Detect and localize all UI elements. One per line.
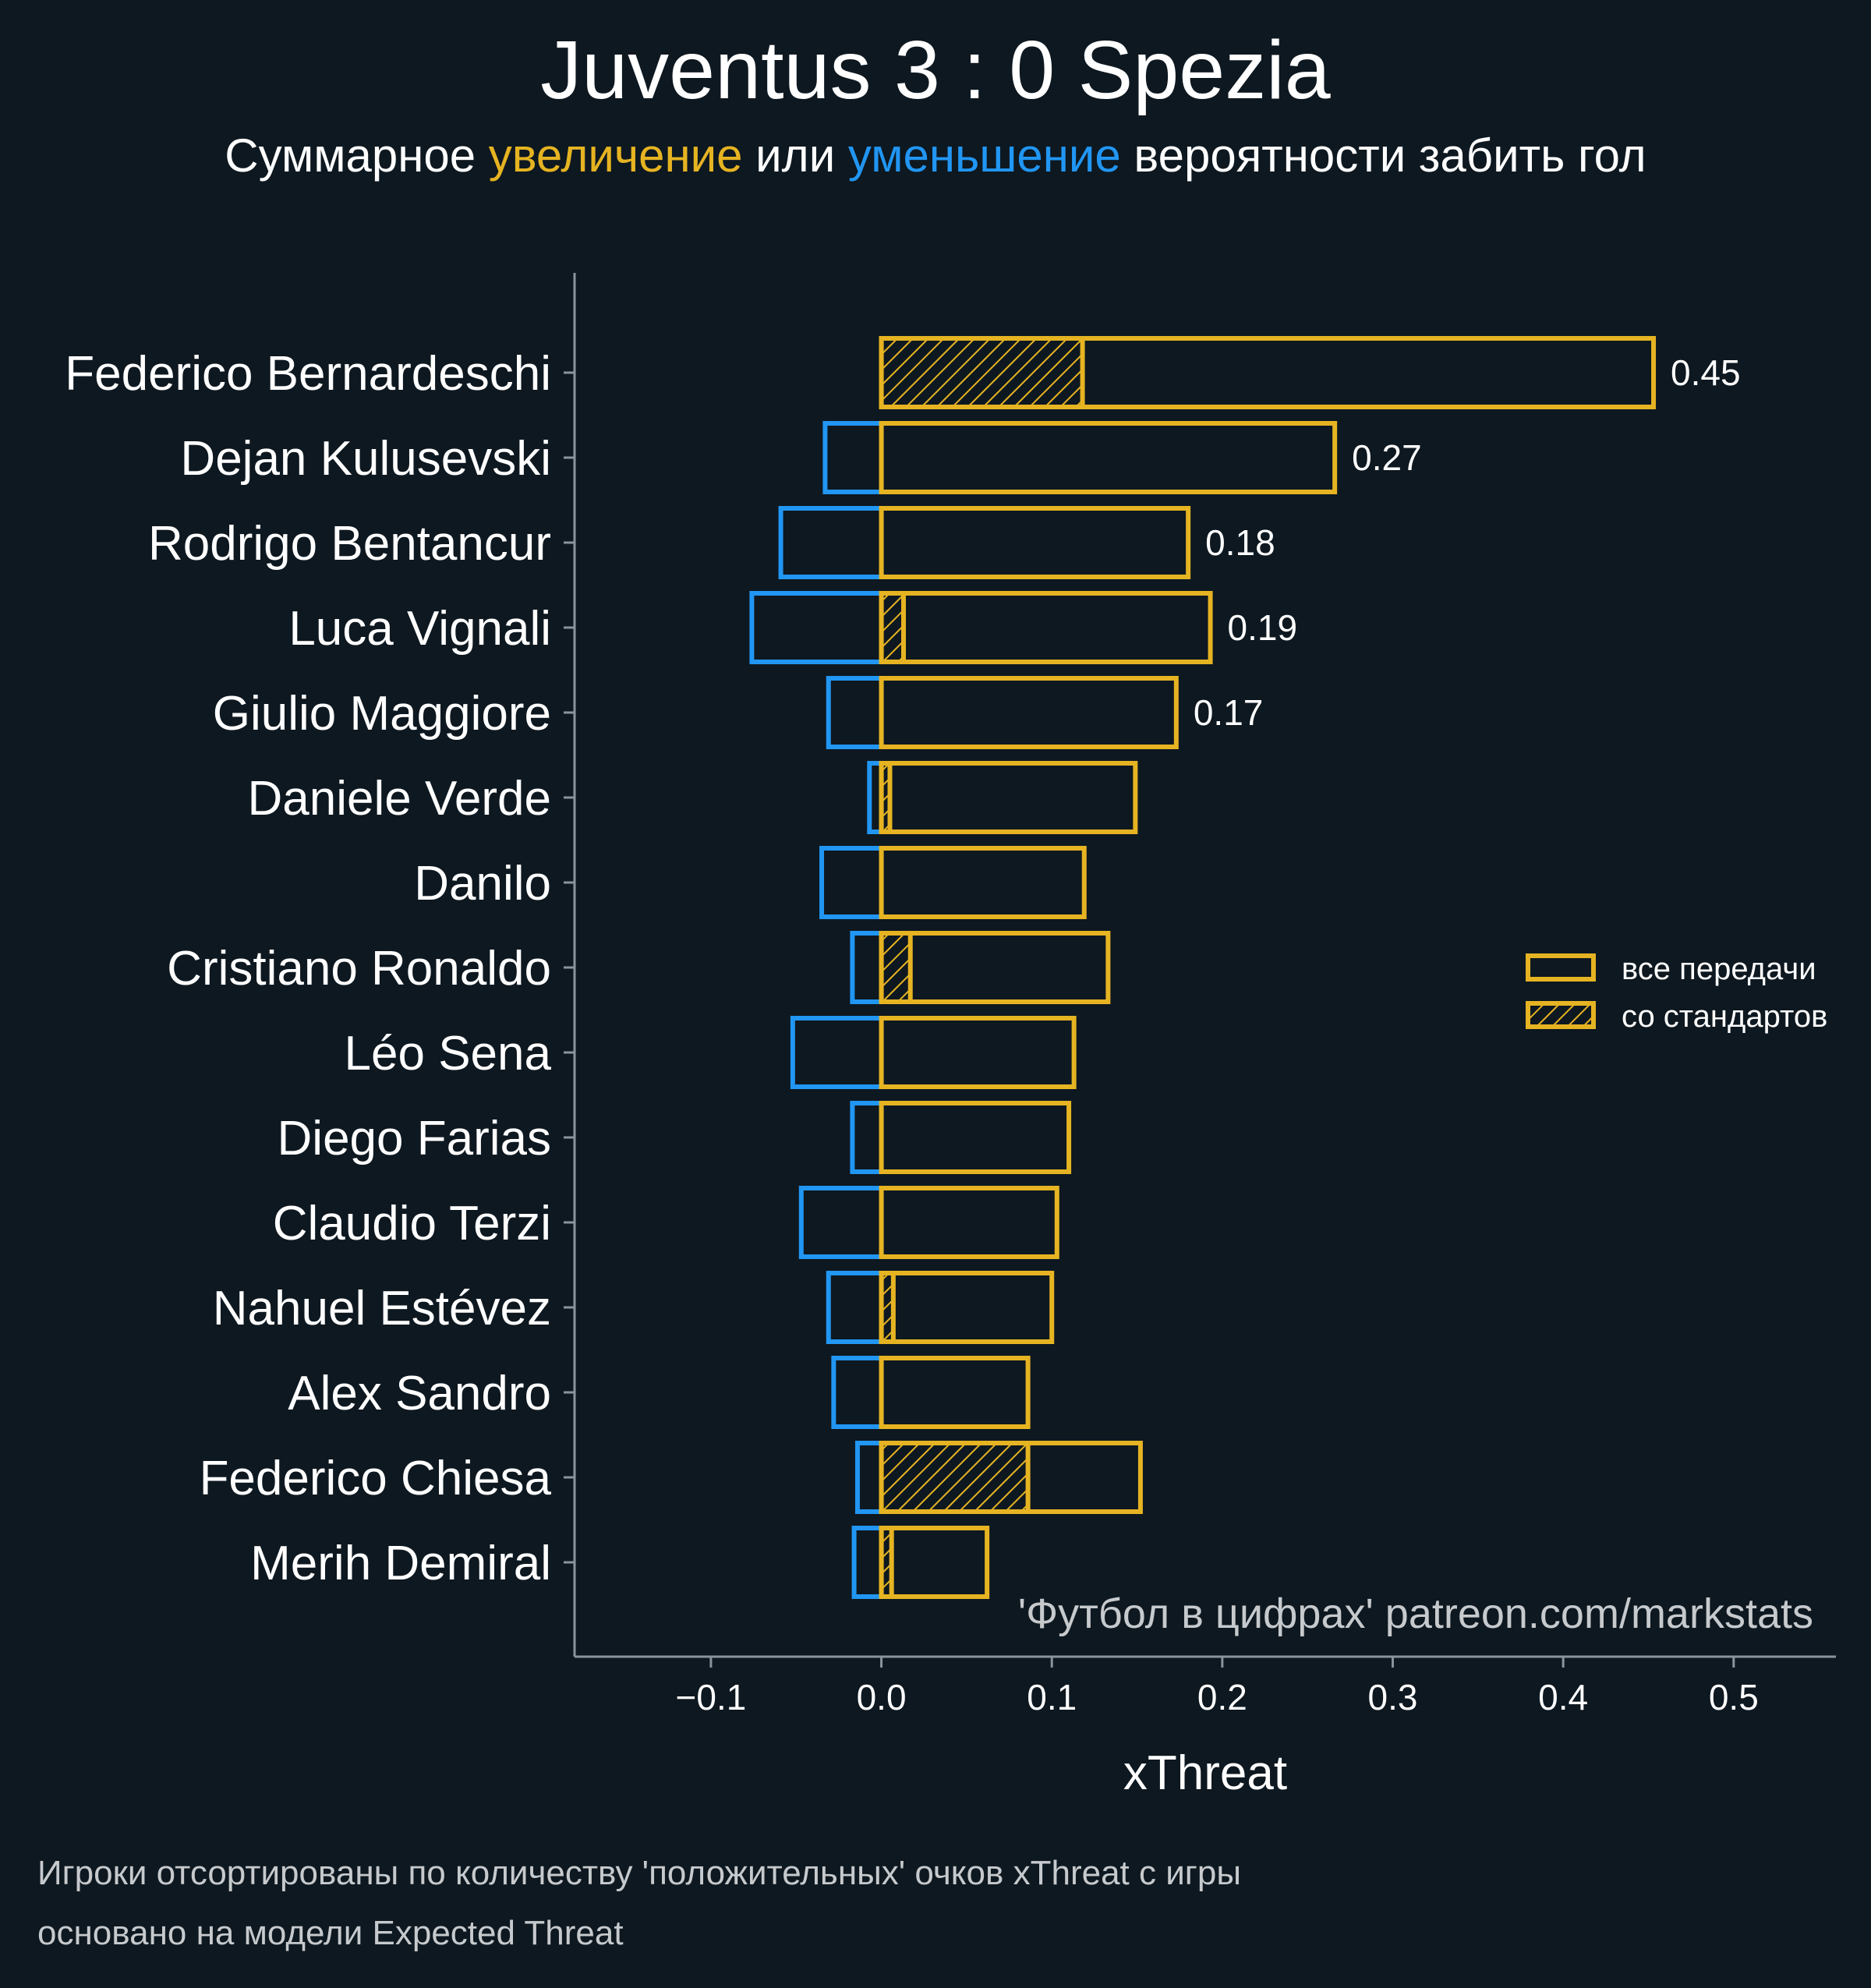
positive-bar xyxy=(879,421,1338,494)
bars-group xyxy=(749,336,1657,1599)
y-tick-label: Léo Sena xyxy=(345,1027,552,1081)
x-axis-label: xThreat xyxy=(1123,1746,1287,1800)
x-tick-label: 0.2 xyxy=(1197,1677,1247,1717)
negative-bar xyxy=(790,1016,884,1089)
y-tick-label: Luca Vignali xyxy=(288,602,551,656)
negative-bar xyxy=(798,1186,884,1259)
positive-bar xyxy=(879,1356,1031,1429)
x-tick-label: −0.1 xyxy=(676,1677,747,1717)
x-tick-label: 0.5 xyxy=(1709,1677,1759,1717)
positive-bar xyxy=(879,336,1657,409)
y-tick-label: Merih Demiral xyxy=(250,1537,551,1590)
y-tick-label: Nahuel Estévez xyxy=(213,1282,551,1335)
footer-note-line-1: Игроки отсортированы по количеству 'поло… xyxy=(37,1854,1241,1892)
x-tick-label: 0.4 xyxy=(1538,1677,1588,1717)
subtitle-increase-word: увеличение xyxy=(488,129,743,182)
chart-title: Juventus 3 : 0 Spezia xyxy=(540,24,1331,116)
subtitle-part-1: Суммарное xyxy=(225,129,489,182)
negative-bar xyxy=(778,506,884,579)
x-tick-label: 0.3 xyxy=(1368,1677,1418,1717)
data-label: 0.27 xyxy=(1352,437,1422,478)
negative-bar xyxy=(831,1356,884,1429)
negative-bar xyxy=(850,931,884,1004)
subtitle-decrease-word: уменьшение xyxy=(847,129,1121,182)
positive-bar xyxy=(879,1441,1143,1514)
data-label: 0.45 xyxy=(1671,352,1741,393)
x-tick-label: 0.1 xyxy=(1027,1677,1077,1717)
y-tick-label: Rodrigo Bentancur xyxy=(148,517,551,571)
positive-bar xyxy=(879,506,1191,579)
chart-subtitle: Суммарное увеличение или уменьшение веро… xyxy=(0,129,1871,182)
negative-bar xyxy=(850,1101,884,1174)
subtitle-part-3: вероятности забить гол xyxy=(1120,129,1646,182)
positive-bar xyxy=(879,1186,1059,1259)
legend: все передачи со стандартов xyxy=(1526,952,1827,1034)
data-label: 0.19 xyxy=(1228,607,1298,648)
negative-bar xyxy=(749,591,884,664)
set-piece-bar xyxy=(879,336,1085,409)
data-label: 0.18 xyxy=(1205,522,1275,563)
labels-group: Federico Bernardeschi Dejan Kulusevski Rod… xyxy=(65,347,1740,1590)
positive-bar xyxy=(879,1101,1072,1174)
watermark-text: 'Футбол в цифрах' patreon.com/markstats xyxy=(1018,1590,1813,1637)
y-tick-label: Federico Bernardeschi xyxy=(65,347,551,401)
positive-bar xyxy=(879,846,1087,919)
negative-bar xyxy=(826,1271,884,1344)
set-piece-bar xyxy=(879,1441,1031,1514)
legend-label: со стандартов xyxy=(1622,999,1827,1034)
axes-group: −0.1 0.0 0.1 0.2 0.3 0.4 0.5 xThreat xyxy=(564,273,1836,1800)
y-tick-label: Daniele Verde xyxy=(248,772,552,826)
negative-bar xyxy=(826,676,884,749)
y-tick-label: Cristiano Ronaldo xyxy=(167,942,551,996)
positive-bar xyxy=(879,931,1111,1004)
legend-swatch-hatched xyxy=(1526,1001,1596,1029)
negative-bar xyxy=(819,846,884,919)
positive-bar xyxy=(879,1271,1055,1344)
footer-note-line-2: основано на модели Expected Threat xyxy=(37,1914,624,1952)
negative-bar xyxy=(854,1441,884,1514)
y-tick-label: Dejan Kulusevski xyxy=(180,432,551,486)
positive-bar xyxy=(879,676,1179,749)
set-piece-bar xyxy=(879,931,913,1004)
subtitle-part-2: или xyxy=(742,129,848,182)
negative-bar xyxy=(851,1526,884,1599)
y-tick-label: Federico Chiesa xyxy=(200,1452,552,1505)
negative-bar xyxy=(822,421,884,494)
positive-bar xyxy=(879,591,1213,664)
positive-bar xyxy=(879,761,1138,834)
x-tick-label: 0.0 xyxy=(857,1677,907,1717)
y-tick-label: Claudio Terzi xyxy=(273,1197,551,1250)
y-tick-label: Diego Farias xyxy=(278,1112,551,1166)
y-tick-label: Giulio Maggiore xyxy=(213,687,551,741)
set-piece-bar xyxy=(879,591,906,664)
y-tick-label: Danilo xyxy=(414,857,551,911)
positive-bar xyxy=(879,1526,990,1599)
legend-label: все передачи xyxy=(1622,952,1816,986)
positive-bar xyxy=(879,1016,1077,1089)
data-label: 0.17 xyxy=(1194,692,1264,733)
legend-swatch-outline xyxy=(1526,953,1596,982)
y-tick-label: Alex Sandro xyxy=(288,1367,551,1420)
